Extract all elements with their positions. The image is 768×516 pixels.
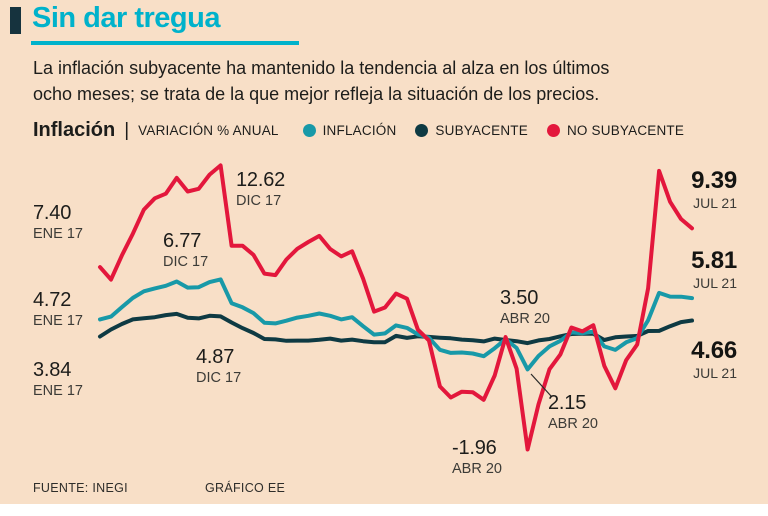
subtitle-line-2: ocho meses; se trata de la que mejor ref… — [33, 83, 600, 104]
legend-dot-subyacente-icon — [415, 124, 429, 137]
title-underline — [31, 41, 299, 45]
annotation-no-subyacente-ene17: 7.40 ENE 17 — [33, 203, 83, 242]
legend-dot-inflacion-icon — [302, 124, 316, 137]
source-label: FUENTE: INEGI — [33, 481, 128, 495]
legend-item-no-subyacente: NO SUBYACENTE — [546, 123, 685, 138]
annotation-date: ENE 17 — [33, 383, 83, 399]
legend-unit-label: VARIACIÓN % ANUAL — [138, 123, 279, 138]
legend-item-subyacente: SUBYACENTE — [415, 123, 528, 138]
legend-item-label: SUBYACENTE — [435, 123, 528, 138]
annotation-value: 6.77 — [163, 230, 202, 252]
bottom-white-strip — [0, 504, 768, 516]
legend-item-label: INFLACIÓN — [322, 123, 397, 138]
annotation-value: 4.87 — [196, 346, 235, 368]
annotation-value: 4.72 — [33, 289, 72, 311]
subtitle-line-1: La inflación subyacente ha mantenido la … — [33, 58, 610, 78]
annotation-subyacente-jul21: 4.66 JUL 21 — [691, 338, 737, 381]
annotation-inflacion-jul21: 5.81 JUL 21 — [691, 248, 737, 291]
annotation-value: 2.15 — [548, 392, 587, 414]
annotation-inflacion-dic17: 6.77 DIC 17 — [163, 231, 208, 270]
annotation-no-subyacente-dic17: 12.62 DIC 17 — [236, 170, 285, 209]
annotation-value: 9.39 — [691, 167, 737, 194]
annotation-date: DIC 17 — [163, 254, 209, 270]
annotation-subyacente-dic17: 4.87 DIC 17 — [196, 347, 241, 386]
brand-accent-bar — [10, 7, 21, 34]
annotation-date: ABR 20 — [548, 416, 598, 432]
annotation-date: ABR 20 — [500, 311, 550, 327]
annotation-value: 4.66 — [691, 337, 737, 364]
chart-title-label: Inflación — [33, 119, 116, 141]
annotation-date: JUL 21 — [693, 195, 737, 212]
annotation-subyacente-abr20: 3.50 ABR 20 — [500, 288, 550, 327]
page-title: Sin dar tregua — [32, 2, 221, 34]
legend-item-label: NO SUBYACENTE — [566, 123, 685, 138]
chart-legend: Inflación | VARIACIÓN % ANUAL INFLACIÓN … — [33, 119, 703, 142]
annotation-value: -1.96 — [452, 437, 497, 459]
annotation-inflacion-abr20: 2.15 ABR 20 — [548, 393, 598, 432]
annotation-value: 7.40 — [33, 202, 72, 224]
series-line-no_subyacente — [98, 163, 694, 452]
annotation-subyacente-ene17: 3.84 ENE 17 — [33, 360, 83, 399]
annotation-date: DIC 17 — [196, 370, 242, 386]
annotation-value: 3.84 — [33, 359, 72, 381]
annotation-value: 12.62 — [236, 169, 286, 191]
legend-dot-no-subyacente-icon — [546, 124, 560, 137]
annotation-date: ENE 17 — [33, 313, 83, 329]
annotation-date: DIC 17 — [236, 193, 282, 209]
annotation-date: ENE 17 — [33, 226, 83, 242]
annotation-no-subyacente-jul21: 9.39 JUL 21 — [691, 168, 737, 211]
annotation-no-subyacente-abr20: -1.96 ABR 20 — [452, 438, 502, 477]
annotation-date: ABR 20 — [452, 461, 502, 477]
annotation-date: JUL 21 — [693, 365, 737, 382]
annotation-value: 3.50 — [500, 287, 539, 309]
legend-separator: | — [124, 119, 130, 141]
series-line-subyacente — [98, 311, 694, 346]
subtitle: La inflación subyacente ha mantenido la … — [33, 56, 609, 107]
annotation-inflacion-ene17: 4.72 ENE 17 — [33, 290, 83, 329]
annotation-date: JUL 21 — [693, 275, 737, 292]
annotation-value: 5.81 — [691, 247, 737, 274]
credit-label: GRÁFICO EE — [205, 481, 286, 495]
legend-item-inflacion: INFLACIÓN — [302, 123, 397, 138]
annotation-connector-line — [530, 373, 552, 397]
